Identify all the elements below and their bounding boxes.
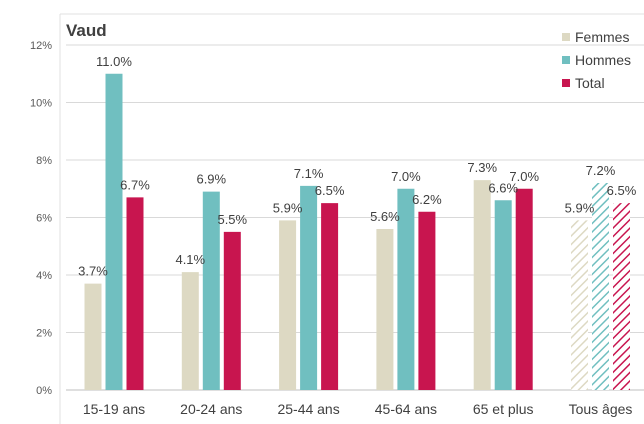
y-tick-label: 2% <box>36 328 52 340</box>
data-label: 5.6% <box>370 209 400 224</box>
x-tick-label: 45-64 ans <box>375 401 437 417</box>
chart-title: Vaud <box>66 21 107 40</box>
x-tick-label: 20-24 ans <box>180 401 242 417</box>
legend-swatch-hommes <box>562 56 570 64</box>
data-label: 3.7% <box>78 264 108 279</box>
data-label: 6.5% <box>607 183 637 198</box>
data-label: 6.7% <box>120 177 150 192</box>
data-label: 7.0% <box>391 169 421 184</box>
data-label: 5.9% <box>273 200 303 215</box>
bar-total-5 <box>613 203 630 390</box>
bar-total-4 <box>515 188 533 390</box>
data-label: 6.5% <box>315 183 345 198</box>
y-tick-label: 4% <box>36 270 52 282</box>
y-tick-label: 0% <box>36 385 52 397</box>
y-axis: 0% 2% 4% 6% 8% 10% 12% <box>30 40 52 397</box>
bar-hommes-3 <box>397 188 415 390</box>
legend-label-total: Total <box>575 75 605 91</box>
bar-total-1 <box>223 231 241 390</box>
y-tick-label: 6% <box>36 213 52 225</box>
bar-total-3 <box>418 211 436 390</box>
bar-hommes-0 <box>105 73 123 390</box>
data-label: 7.1% <box>294 166 324 181</box>
data-label: 5.9% <box>565 200 595 215</box>
y-tick-label: 8% <box>36 155 52 167</box>
bar-femmes-5 <box>571 220 588 390</box>
x-tick-label: 65 et plus <box>473 401 534 417</box>
bar-femmes-1 <box>181 272 199 390</box>
bar-hommes-4 <box>494 200 512 390</box>
data-label: 6.6% <box>488 180 518 195</box>
data-label: 7.2% <box>586 163 616 178</box>
y-tick-label: 10% <box>30 98 52 110</box>
bars <box>84 73 630 390</box>
gridlines <box>66 44 644 391</box>
x-tick-label: Tous âges <box>569 401 633 417</box>
legend-swatch-femmes <box>562 33 570 41</box>
data-labels: 3.7% 11.0% 6.7% 4.1% 6.9% 5.5% 5.9% 7.1% 6.5% 5.6… <box>78 54 637 279</box>
data-label: 6.2% <box>412 192 442 207</box>
x-tick-label: 15-19 ans <box>83 401 145 417</box>
bar-femmes-0 <box>84 283 102 390</box>
bar-femmes-3 <box>376 229 394 390</box>
bar-total-0 <box>126 197 144 390</box>
data-label: 6.9% <box>196 172 226 187</box>
data-label: 7.3% <box>467 160 497 175</box>
legend-label-femmes: Femmes <box>575 29 629 45</box>
x-tick-label: 25-44 ans <box>277 401 339 417</box>
bar-femmes-2 <box>279 220 297 390</box>
data-label: 5.5% <box>217 212 247 227</box>
bar-total-2 <box>321 203 339 390</box>
y-tick-label: 12% <box>30 40 52 52</box>
bar-femmes-4 <box>473 180 491 390</box>
x-axis: 15-19 ans 20-24 ans 25-44 ans 45-64 ans 65 e… <box>83 401 633 417</box>
legend-label-hommes: Hommes <box>575 52 631 68</box>
legend-swatch-total <box>562 79 570 87</box>
data-label: 4.1% <box>175 252 205 267</box>
data-label: 11.0% <box>96 54 132 69</box>
bar-hommes-5 <box>592 183 609 390</box>
legend: Femmes Hommes Total <box>562 29 631 91</box>
bar-hommes-1 <box>202 191 220 390</box>
data-label: 7.0% <box>509 169 539 184</box>
bar-hommes-2 <box>300 185 318 390</box>
